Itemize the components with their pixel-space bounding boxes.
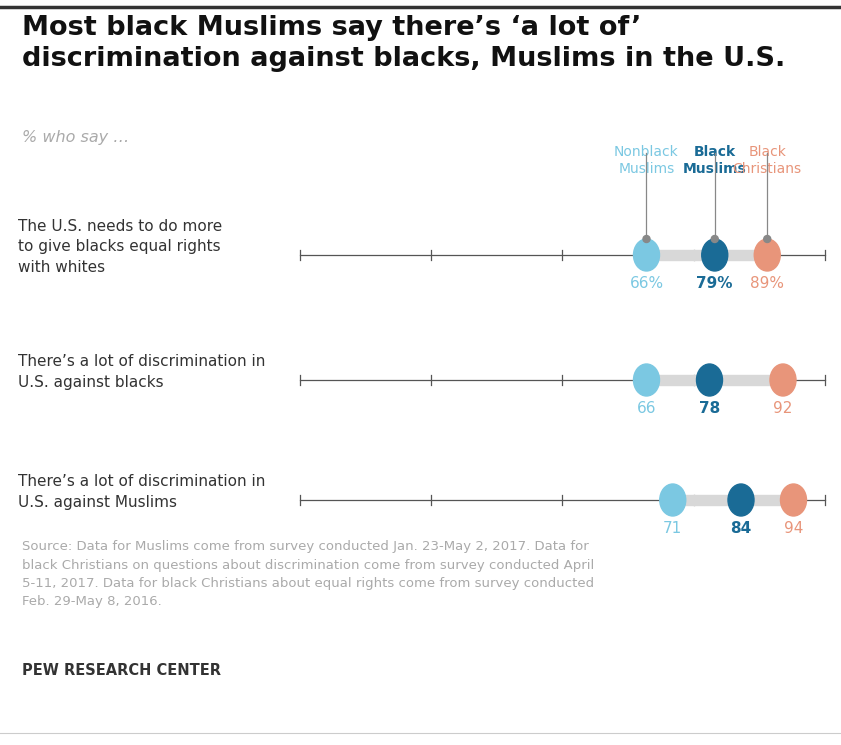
Ellipse shape [754,239,780,271]
Text: The U.S. needs to do more
to give blacks equal rights
with whites: The U.S. needs to do more to give blacks… [18,219,222,275]
Ellipse shape [696,364,722,396]
Ellipse shape [770,364,796,396]
Text: % who say …: % who say … [22,130,130,145]
Text: 66: 66 [637,401,656,416]
Ellipse shape [728,484,754,516]
Text: Source: Data for Muslims come from survey conducted Jan. 23-May 2, 2017. Data fo: Source: Data for Muslims come from surve… [22,540,595,609]
Text: PEW RESEARCH CENTER: PEW RESEARCH CENTER [22,663,221,678]
Text: There’s a lot of discrimination in
U.S. against blacks: There’s a lot of discrimination in U.S. … [18,355,266,390]
Text: There’s a lot of discrimination in
U.S. against Muslims: There’s a lot of discrimination in U.S. … [18,475,266,510]
Ellipse shape [633,364,659,396]
Text: 94: 94 [784,521,803,536]
Bar [673,495,794,505]
Circle shape [764,235,770,243]
Text: Black
Muslims: Black Muslims [683,145,747,177]
Text: 84: 84 [730,521,752,536]
Text: Nonblack
Muslims: Nonblack Muslims [614,145,679,177]
Ellipse shape [659,484,685,516]
Bar [647,375,783,385]
Bar [647,250,767,260]
Circle shape [711,235,718,243]
Text: 89%: 89% [750,276,785,291]
Text: Black
Christians: Black Christians [733,145,801,177]
Ellipse shape [633,239,659,271]
Text: 66%: 66% [629,276,664,291]
Ellipse shape [780,484,807,516]
Text: 92: 92 [774,401,793,416]
Text: 78: 78 [699,401,720,416]
Text: 71: 71 [663,521,682,536]
Text: 79%: 79% [696,276,733,291]
Text: Most black Muslims say there’s ‘a lot of’
discrimination against blacks, Muslims: Most black Muslims say there’s ‘a lot of… [22,15,785,72]
Circle shape [643,235,650,243]
Ellipse shape [701,239,727,271]
